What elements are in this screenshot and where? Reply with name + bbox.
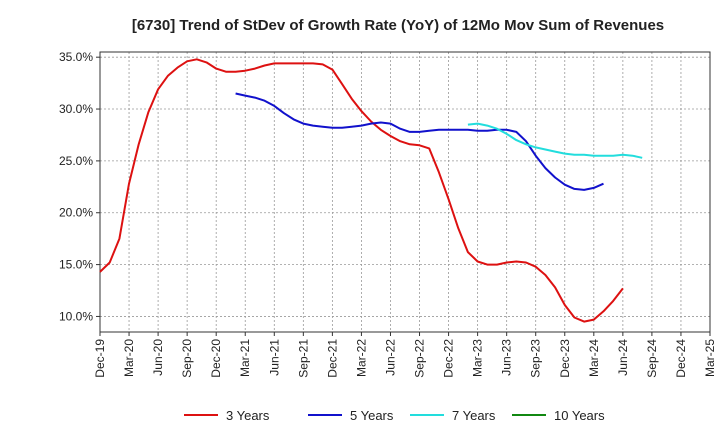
x-tick-label: Dec-19 [93, 339, 107, 378]
y-tick-label: 25.0% [59, 154, 93, 168]
series-line-5-years [235, 92, 604, 191]
grid-lines [99, 52, 711, 332]
x-tick-label: Sep-24 [645, 339, 659, 378]
x-tick-label: Jun-23 [500, 339, 514, 376]
y-tick-label: 10.0% [59, 309, 93, 323]
x-tick-label: Mar-22 [354, 339, 368, 377]
x-tick-label: Dec-22 [442, 339, 456, 378]
x-tick-label: Sep-20 [180, 339, 194, 378]
x-tick-label: Dec-24 [674, 339, 688, 378]
plot-area [99, 51, 711, 333]
x-tick-label: Sep-22 [413, 339, 427, 378]
y-axis: 10.0% 15.0% 20.0% 25.0% 30.0% 35.0% [59, 50, 100, 323]
x-tick-label: Mar-20 [122, 339, 136, 377]
x-tick-label: Mar-21 [238, 339, 252, 377]
x-tick-label: Mar-23 [471, 339, 485, 377]
y-tick-label: 15.0% [59, 258, 93, 272]
y-tick-label: 30.0% [59, 102, 93, 116]
x-tick-label: Dec-20 [209, 339, 223, 378]
series-line-7-years [467, 122, 643, 159]
x-tick-label: Sep-21 [296, 339, 310, 378]
chart-title: [6730] Trend of StDev of Growth Rate (Yo… [132, 17, 664, 34]
legend-label-3-years: 3 Years [226, 408, 270, 423]
x-tick-label: Jun-24 [616, 339, 630, 376]
x-tick-label: Dec-21 [325, 339, 339, 378]
x-axis: Dec-19 Mar-20 Jun-20 Sep-20 Dec-20 Mar-21 Jun-… [93, 332, 717, 378]
x-tick-label: Jun-21 [267, 339, 281, 376]
legend-label-7-years: 7 Years [452, 408, 496, 423]
x-tick-label: Mar-25 [703, 339, 717, 377]
y-tick-label: 20.0% [59, 206, 93, 220]
x-tick-label: Jun-20 [151, 339, 165, 376]
x-tick-label: Dec-23 [558, 339, 572, 378]
legend-label-10-years: 10 Years [554, 408, 605, 423]
legend-label-5-years: 5 Years [350, 408, 394, 423]
y-tick-label: 35.0% [59, 50, 93, 64]
legend: 3 Years 5 Years 7 Years 10 Years [184, 408, 605, 423]
series-lines [99, 58, 643, 323]
x-tick-label: Mar-24 [587, 339, 601, 377]
x-tick-label: Sep-23 [529, 339, 543, 378]
series-line-3-years [99, 58, 624, 323]
x-tick-label: Jun-22 [383, 339, 397, 376]
